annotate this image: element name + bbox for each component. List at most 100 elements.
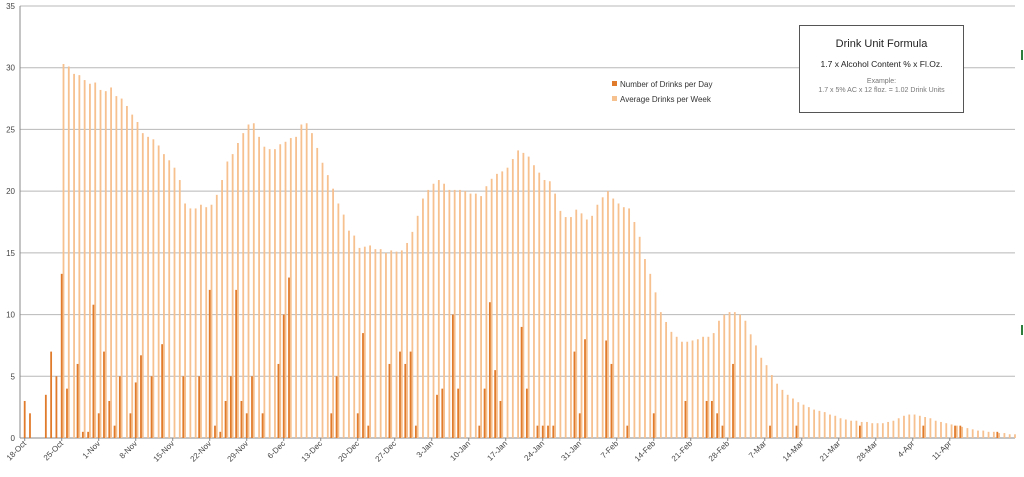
bar-average [601,197,604,438]
bar-average [744,320,747,438]
bar-daily [705,400,708,438]
bar-average [152,139,155,438]
bar-daily [584,339,586,438]
bar-average [104,91,107,438]
bar-average [258,136,260,438]
bar-daily [499,400,502,438]
bar-average [612,198,615,438]
x-tick-label: 14-Feb [633,439,658,464]
bar-daily [50,351,53,438]
bar-average [263,146,266,439]
bar-average [390,250,393,438]
bar-daily [436,394,438,438]
bar-average [416,215,419,438]
bar-average [924,417,927,438]
bar-daily [224,400,227,438]
x-tick-label: 21-Mar [818,439,843,464]
bar-average [918,415,921,438]
bar-average [99,89,102,438]
bar-average [131,114,134,439]
x-tick-label: 25-Oct [42,439,66,463]
bar-average [564,217,567,438]
bar-daily [66,388,68,438]
bar-average [411,231,414,438]
x-tick-label: 10-Jan [448,439,472,463]
x-tick-label: 13-Dec [300,439,325,464]
x-tick-label: 7-Mar [747,439,768,460]
bar-daily [573,351,576,438]
bar-daily [710,400,713,438]
bar-average [485,186,488,438]
bar-average [316,147,319,438]
bar-average [543,180,546,438]
bar-daily [721,425,724,438]
x-tick-label: 24-Jan [522,439,546,463]
bar-average [755,345,757,438]
bar-average [702,336,705,438]
bar-average [332,188,334,438]
bar-average [511,159,514,438]
bar-average [252,123,255,438]
bar-average [807,407,810,438]
x-axis: 18-Oct 25-Oct 1-Nov 8-Nov 15-Nov 22-Nov 29-Nov… [5,438,953,464]
bar-average [855,420,858,438]
bar-average [992,431,995,438]
bar-average [776,383,779,438]
bar-average [749,334,752,438]
bar-daily [769,425,771,438]
bar-average [126,105,128,438]
bar-average [163,154,165,438]
bar-average [633,222,636,438]
bar-average [866,421,868,438]
bar-average [300,124,303,439]
bar-average [622,207,625,438]
bar-average [480,196,482,438]
bar-daily [87,431,90,438]
bar-daily [959,425,962,438]
bar-average [797,402,800,438]
bar-average [908,414,911,438]
bar-daily [23,400,26,438]
bar-average [987,431,990,438]
bar-average [686,341,689,438]
bar-average [501,171,504,438]
bar-average [321,162,324,439]
bar-daily [92,304,95,438]
bar-average [342,214,345,438]
bar-average [215,194,218,438]
y-axis: 0 5 10 15 20 25 30 35 [6,2,21,443]
x-tick-label: 28-Feb [707,439,732,464]
bar-average [575,209,578,438]
bar-average [691,340,694,438]
bar-daily [219,431,222,438]
bar-average [1014,434,1016,438]
bar-average [823,412,826,438]
bar-average [247,124,250,439]
bar-daily [541,425,544,438]
bar-average [591,215,594,438]
bar-daily [732,363,734,438]
bar-daily [457,388,460,438]
x-tick-label: 31-Jan [559,439,583,463]
bar-average [490,178,493,439]
bar-daily [552,425,555,438]
bar-average [654,292,657,438]
bar-average [881,423,884,438]
bar-average [448,189,451,438]
bar-average [395,251,398,438]
bar-daily [362,333,364,438]
bar-average [469,193,472,438]
y-tick-label: 0 [11,434,16,443]
bar-average [459,189,461,438]
bar-daily [113,425,116,438]
bar-daily [483,388,486,438]
bar-average [570,217,572,438]
daily-drinks-bars [23,273,999,438]
y-tick-label: 20 [6,187,15,196]
bar-daily [97,413,100,438]
bar-average [596,204,599,438]
bar-daily [494,370,497,438]
bar-average [681,341,683,438]
x-tick-label: 29-Nov [226,439,251,464]
bar-average [585,219,588,438]
